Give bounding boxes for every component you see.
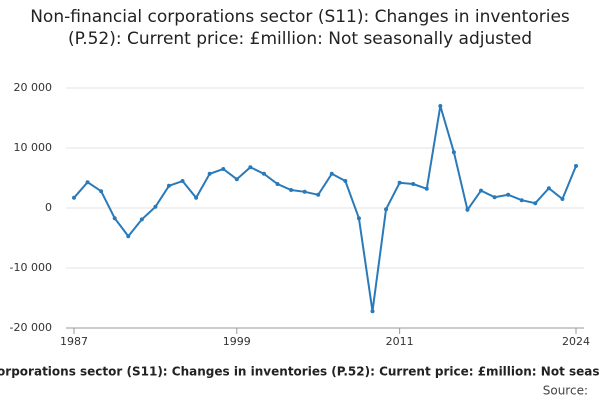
point [221, 167, 226, 171]
point [72, 195, 76, 200]
point [275, 182, 280, 186]
y-tick-label: -10 000 [10, 261, 52, 274]
point [316, 192, 321, 197]
point [166, 183, 171, 188]
point [194, 195, 199, 200]
y-tick-label: 20 000 [14, 81, 53, 94]
point [560, 197, 565, 201]
y-tick-label: 0 [45, 201, 52, 214]
point [424, 186, 429, 191]
point [289, 188, 294, 192]
point [451, 150, 456, 155]
point [479, 188, 484, 193]
point [153, 204, 158, 209]
point [438, 104, 443, 108]
x-tick-label: 2024 [562, 335, 590, 348]
point [343, 179, 348, 183]
x-tick-label: 1987 [60, 335, 88, 348]
point [126, 234, 131, 239]
point [139, 217, 144, 222]
point [85, 180, 90, 185]
point [492, 195, 497, 200]
y-tick-label: 10 000 [14, 141, 53, 154]
x-tick-label: 1999 [223, 335, 251, 348]
point [248, 165, 253, 170]
point [234, 177, 239, 182]
caption: Non-financial corporations sector (S11):… [0, 365, 600, 379]
x-tick-label: 2011 [386, 335, 414, 348]
source: Source: [543, 384, 588, 398]
y-tick-label: -20 000 [10, 321, 52, 334]
point [207, 171, 212, 176]
point [112, 216, 117, 221]
point [519, 198, 524, 203]
line [73, 105, 577, 312]
point [397, 180, 402, 185]
point [411, 182, 416, 186]
point [533, 201, 538, 206]
point [329, 171, 334, 176]
point [356, 216, 361, 221]
point [465, 207, 470, 212]
chart-title: Non-financial corporations sector (S11):… [30, 7, 570, 49]
point [99, 189, 104, 194]
point [574, 164, 578, 168]
point [506, 192, 511, 197]
point [384, 207, 389, 212]
point [302, 189, 307, 194]
point [180, 179, 185, 183]
point [546, 186, 551, 191]
point [370, 309, 375, 314]
point [261, 171, 266, 176]
